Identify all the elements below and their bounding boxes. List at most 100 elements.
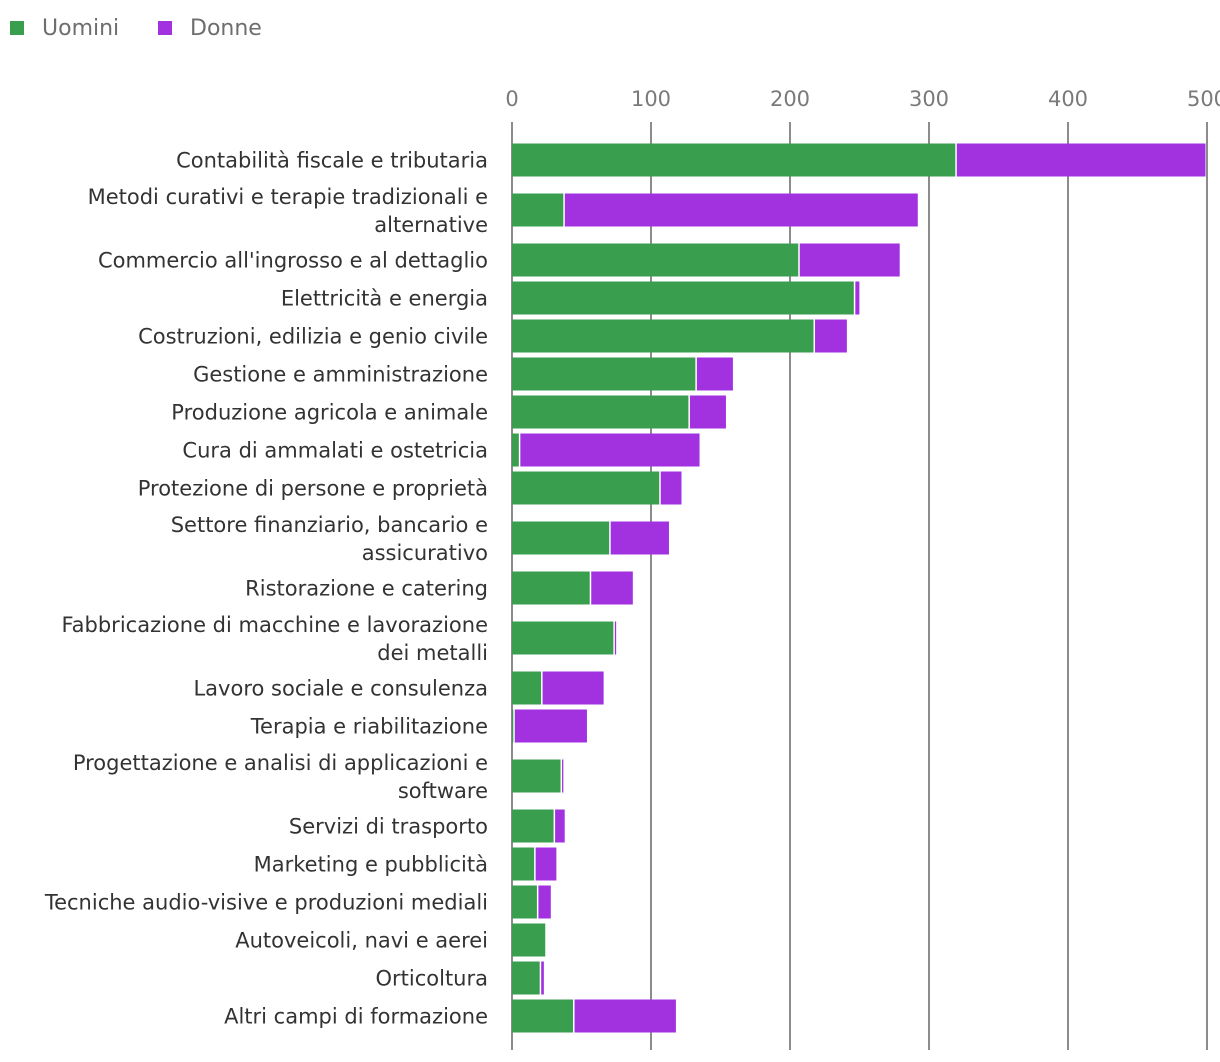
bar-row	[512, 433, 700, 467]
x-tick-label: 0	[505, 87, 518, 111]
bar-row	[512, 621, 617, 655]
legend-label-donne: Donne	[190, 16, 262, 41]
bar-donne	[520, 433, 700, 467]
category-label: Progettazione e analisi di applicazioni …	[73, 751, 488, 775]
bar-row	[512, 847, 557, 881]
bar-row	[512, 923, 546, 957]
bar-row	[512, 999, 676, 1033]
x-tick-label: 100	[631, 87, 671, 111]
bar-row	[512, 143, 1206, 177]
category-label: Gestione e amministrazione	[193, 363, 488, 387]
bar-donne	[696, 357, 733, 391]
bar-row	[512, 471, 682, 505]
bar-row	[512, 395, 726, 429]
legend-swatch-donne	[158, 21, 172, 35]
bar-uomini	[512, 281, 854, 315]
bars	[512, 143, 1206, 1033]
x-tick-label: 400	[1048, 87, 1088, 111]
bar-row	[512, 885, 551, 919]
bar-row	[512, 759, 564, 793]
category-label: alternative	[374, 213, 488, 237]
category-label: dei metalli	[377, 641, 488, 665]
bar-uomini	[512, 471, 660, 505]
category-label: Altri campi di formazione	[224, 1005, 488, 1029]
category-label: Metodi curativi e terapie tradizionali e	[88, 185, 488, 209]
bar-donne	[514, 709, 587, 743]
bar-uomini	[512, 521, 610, 555]
bar-donne	[574, 999, 676, 1033]
bar-row	[512, 319, 847, 353]
bar-donne	[610, 521, 669, 555]
bar-row	[512, 671, 604, 705]
bar-row	[512, 521, 669, 555]
category-label: Marketing e pubblicità	[254, 853, 488, 877]
bar-uomini	[512, 961, 540, 995]
bar-row	[512, 571, 633, 605]
category-label: Tecniche audio-visive e produzioni media…	[44, 891, 488, 915]
legend-swatch-uomini	[10, 21, 24, 35]
bar-uomini	[512, 671, 542, 705]
bar-uomini	[512, 809, 554, 843]
category-label: Settore finanziario, bancario e	[171, 513, 488, 537]
bar-row	[512, 193, 918, 227]
category-label: Costruzioni, edilizia e genio civile	[138, 325, 488, 349]
category-label: Elettricità e energia	[281, 287, 488, 311]
category-label: Fabbricazione di macchine e lavorazione	[62, 613, 489, 637]
bar-row	[512, 281, 860, 315]
bar-uomini	[512, 923, 546, 957]
bar-donne	[689, 395, 726, 429]
bar-row	[512, 243, 900, 277]
legend: Uomini Donne	[10, 16, 262, 41]
bar-row	[512, 357, 733, 391]
bar-uomini	[512, 709, 514, 743]
bar-uomini	[512, 319, 814, 353]
category-label: Protezione di persone e proprietà	[138, 477, 488, 501]
category-label: Produzione agricola e animale	[171, 401, 488, 425]
bar-row	[512, 709, 587, 743]
x-tick-label: 500	[1187, 87, 1220, 111]
bar-donne	[535, 847, 557, 881]
bar-donne	[614, 621, 617, 655]
bar-uomini	[512, 759, 561, 793]
bar-donne	[564, 193, 918, 227]
legend-label-uomini: Uomini	[42, 16, 119, 41]
bar-uomini	[512, 999, 574, 1033]
category-label: Cura di ammalati e ostetricia	[182, 439, 488, 463]
bar-uomini	[512, 847, 535, 881]
category-label: software	[398, 779, 488, 803]
category-label: Ristorazione e catering	[245, 577, 488, 601]
bar-donne	[660, 471, 682, 505]
bar-donne	[956, 143, 1206, 177]
category-label: assicurativo	[362, 541, 488, 565]
category-label: Terapia e riabilitazione	[250, 715, 488, 739]
bar-uomini	[512, 193, 564, 227]
bar-uomini	[512, 395, 689, 429]
category-label: Autoveicoli, navi e aerei	[235, 929, 488, 953]
category-label: Orticoltura	[375, 967, 488, 991]
category-label: Contabilità fiscale e tributaria	[176, 149, 488, 173]
bar-uomini	[512, 621, 614, 655]
category-label: Lavoro sociale e consulenza	[193, 677, 488, 701]
x-tick-label: 200	[770, 87, 810, 111]
bar-row	[512, 961, 544, 995]
bar-donne	[542, 671, 604, 705]
x-tick-label: 300	[909, 87, 949, 111]
bar-donne	[815, 319, 847, 353]
bar-uomini	[512, 357, 696, 391]
bar-uomini	[512, 885, 537, 919]
bar-row	[512, 809, 565, 843]
bar-donne	[799, 243, 900, 277]
category-label: Commercio all'ingrosso e al dettaglio	[98, 249, 488, 273]
category-label: Servizi di trasporto	[289, 815, 488, 839]
bar-uomini	[512, 433, 519, 467]
bar-uomini	[512, 571, 590, 605]
category-labels: Contabilità fiscale e tributaria Metodi c…	[44, 149, 488, 1029]
bar-donne	[562, 759, 564, 793]
bar-donne	[541, 961, 544, 995]
bar-uomini	[512, 243, 799, 277]
bar-donne	[538, 885, 551, 919]
bar-donne	[555, 809, 565, 843]
bar-uomini	[512, 143, 956, 177]
bar-donne	[855, 281, 860, 315]
